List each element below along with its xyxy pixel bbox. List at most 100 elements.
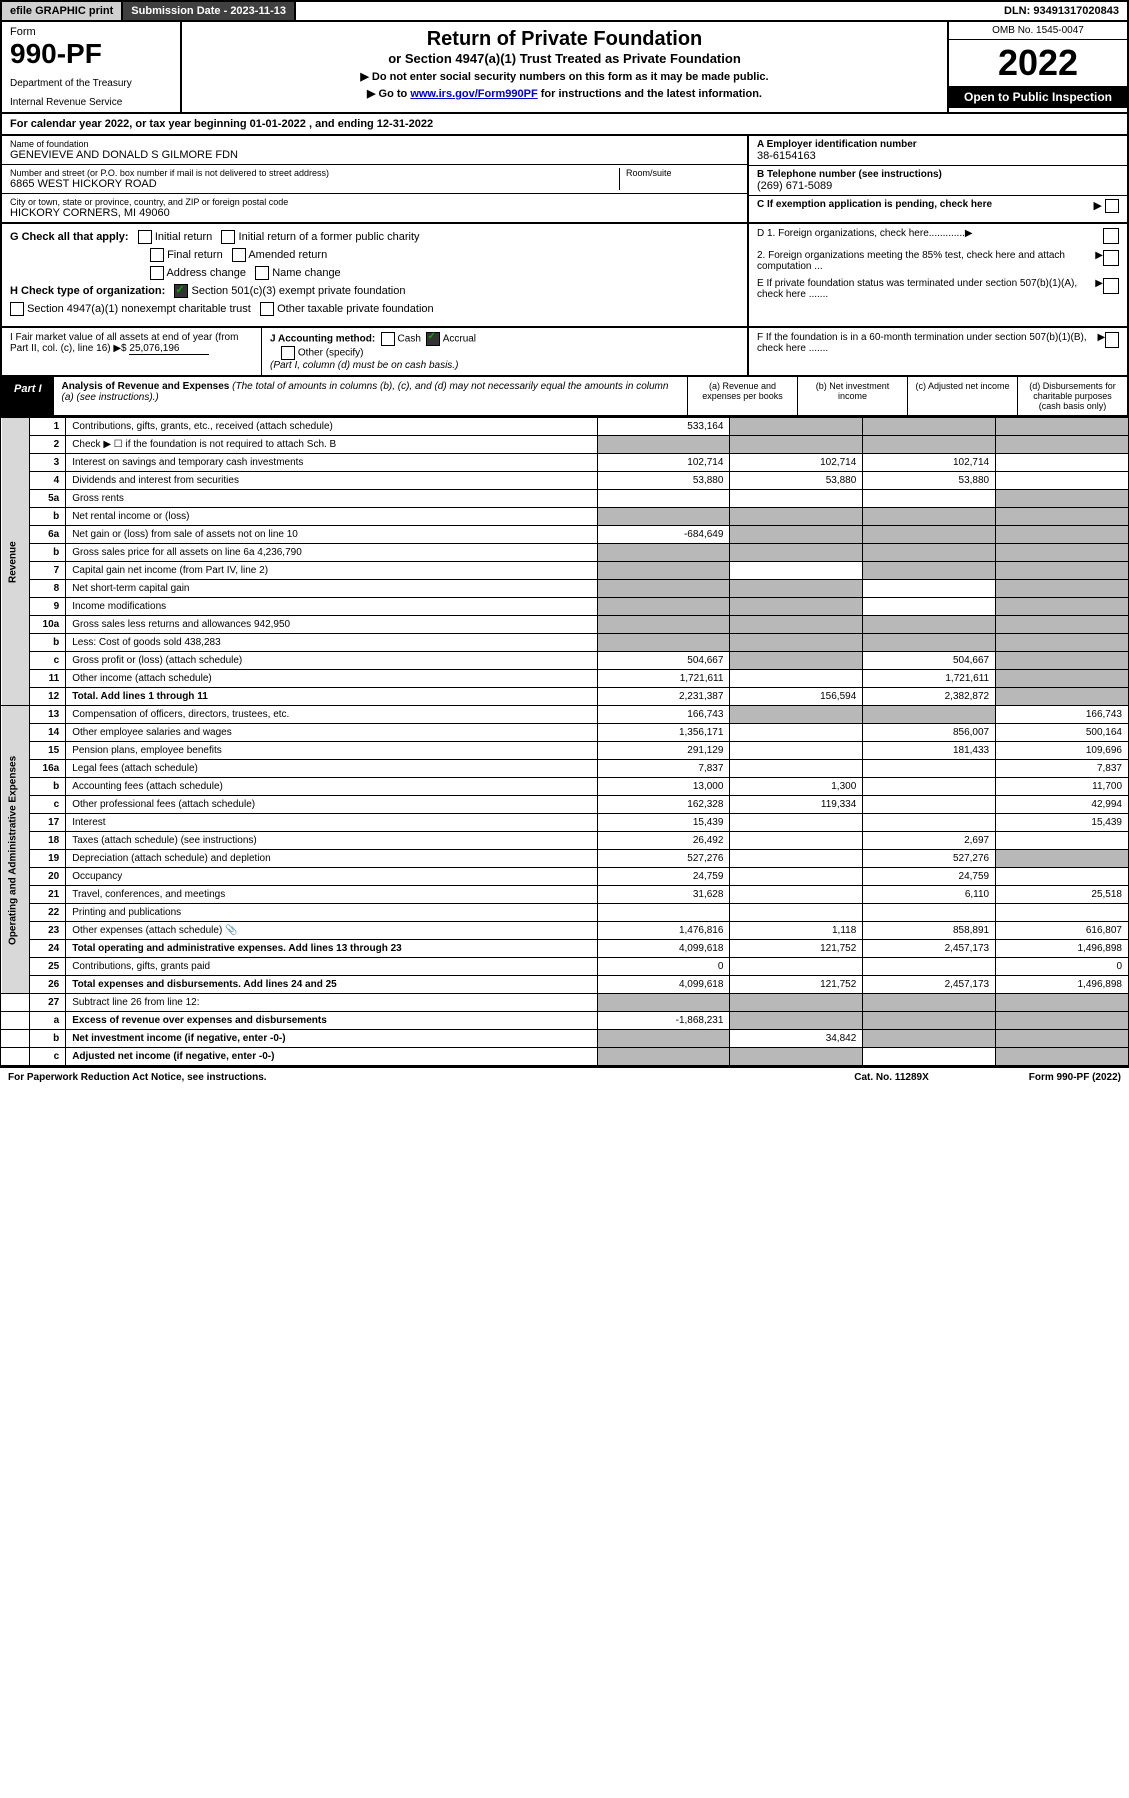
value-cell <box>863 994 996 1012</box>
value-cell <box>730 616 863 634</box>
paperwork-notice: For Paperwork Reduction Act Notice, see … <box>8 1072 267 1083</box>
value-cell <box>730 760 863 778</box>
value-cell: 4,099,618 <box>597 940 730 958</box>
line-description: Subtract line 26 from line 12: <box>66 994 597 1012</box>
value-cell <box>863 958 996 976</box>
value-cell <box>863 904 996 922</box>
form-number: 990-PF <box>10 38 172 70</box>
initial-return-cb[interactable] <box>138 230 152 244</box>
table-row: 25Contributions, gifts, grants paid00 <box>1 958 1129 976</box>
value-cell <box>597 1048 730 1066</box>
value-cell <box>863 778 996 796</box>
value-cell: 291,129 <box>597 742 730 760</box>
value-cell: 2,382,872 <box>863 688 996 706</box>
value-cell <box>996 1012 1129 1030</box>
name-change-cb[interactable] <box>255 266 269 280</box>
value-cell <box>730 652 863 670</box>
line-description: Net gain or (loss) from sale of assets n… <box>66 526 597 544</box>
line-number: 8 <box>29 580 65 598</box>
irs: Internal Revenue Service <box>10 97 172 108</box>
value-cell <box>730 418 863 436</box>
value-cell: 181,433 <box>863 742 996 760</box>
value-cell: 2,457,173 <box>863 940 996 958</box>
value-cell <box>730 994 863 1012</box>
value-cell <box>863 418 996 436</box>
department: Department of the Treasury <box>10 78 172 89</box>
value-cell: 1,356,171 <box>597 724 730 742</box>
check-section: G Check all that apply: Initial return I… <box>0 224 1129 328</box>
tax-year: 2022 <box>949 40 1127 86</box>
line-description: Gross sales price for all assets on line… <box>66 544 597 562</box>
value-cell <box>863 580 996 598</box>
table-row: aExcess of revenue over expenses and dis… <box>1 1012 1129 1030</box>
cash-cb[interactable] <box>381 332 395 346</box>
value-cell <box>597 616 730 634</box>
value-cell <box>996 616 1129 634</box>
value-cell <box>863 490 996 508</box>
d2-cb[interactable] <box>1103 250 1119 266</box>
value-cell: 7,837 <box>597 760 730 778</box>
open-public: Open to Public Inspection <box>949 86 1127 108</box>
other-method-cb[interactable] <box>281 346 295 360</box>
value-cell: 4,099,618 <box>597 976 730 994</box>
form-ref: Form 990-PF (2022) <box>1029 1072 1121 1083</box>
col-b-header: (b) Net investment income <box>797 377 907 415</box>
value-cell <box>597 562 730 580</box>
value-cell <box>730 436 863 454</box>
line-description: Depreciation (attach schedule) and deple… <box>66 850 597 868</box>
value-cell <box>597 508 730 526</box>
value-cell <box>996 526 1129 544</box>
value-cell: 1,300 <box>730 778 863 796</box>
d1-cb[interactable] <box>1103 228 1119 244</box>
f-cb[interactable] <box>1105 332 1119 348</box>
table-row: 5aGross rents <box>1 490 1129 508</box>
value-cell: 533,164 <box>597 418 730 436</box>
value-cell <box>863 616 996 634</box>
value-cell <box>863 814 996 832</box>
value-cell <box>863 1030 996 1048</box>
value-cell <box>730 904 863 922</box>
value-cell <box>730 544 863 562</box>
value-cell <box>996 490 1129 508</box>
line-description: Interest <box>66 814 597 832</box>
value-cell <box>996 598 1129 616</box>
final-return-cb[interactable] <box>150 248 164 262</box>
phone-value: (269) 671-5089 <box>757 180 1119 192</box>
value-cell: 24,759 <box>597 868 730 886</box>
table-row: 27Subtract line 26 from line 12: <box>1 994 1129 1012</box>
other-taxable-cb[interactable] <box>260 302 274 316</box>
value-cell <box>597 544 730 562</box>
value-cell <box>996 418 1129 436</box>
c-checkbox[interactable] <box>1105 199 1119 213</box>
line-description: Gross rents <box>66 490 597 508</box>
value-cell: 15,439 <box>996 814 1129 832</box>
501c3-cb[interactable] <box>174 284 188 298</box>
value-cell <box>597 994 730 1012</box>
g-label: G Check all that apply: <box>10 231 129 243</box>
value-cell <box>996 454 1129 472</box>
value-cell: 1,721,611 <box>597 670 730 688</box>
line-number: 22 <box>29 904 65 922</box>
address-change-cb[interactable] <box>150 266 164 280</box>
dln: DLN: 93491317020843 <box>996 2 1127 20</box>
line-description: Printing and publications <box>66 904 597 922</box>
line-number: 1 <box>29 418 65 436</box>
value-cell <box>863 436 996 454</box>
top-bar: efile GRAPHIC print Submission Date - 20… <box>0 0 1129 22</box>
irs-link[interactable]: www.irs.gov/Form990PF <box>410 88 537 100</box>
value-cell <box>863 634 996 652</box>
value-cell <box>996 904 1129 922</box>
value-cell <box>730 562 863 580</box>
side-label: Revenue <box>1 418 30 706</box>
line-description: Taxes (attach schedule) (see instruction… <box>66 832 597 850</box>
line-description: Other professional fees (attach schedule… <box>66 796 597 814</box>
j-label: J Accounting method: <box>270 334 375 345</box>
line-number: b <box>29 1030 65 1048</box>
initial-former-cb[interactable] <box>221 230 235 244</box>
line-description: Income modifications <box>66 598 597 616</box>
line-number: b <box>29 634 65 652</box>
e-cb[interactable] <box>1103 278 1119 294</box>
amended-cb[interactable] <box>232 248 246 262</box>
4947-cb[interactable] <box>10 302 24 316</box>
accrual-cb[interactable] <box>426 332 440 346</box>
